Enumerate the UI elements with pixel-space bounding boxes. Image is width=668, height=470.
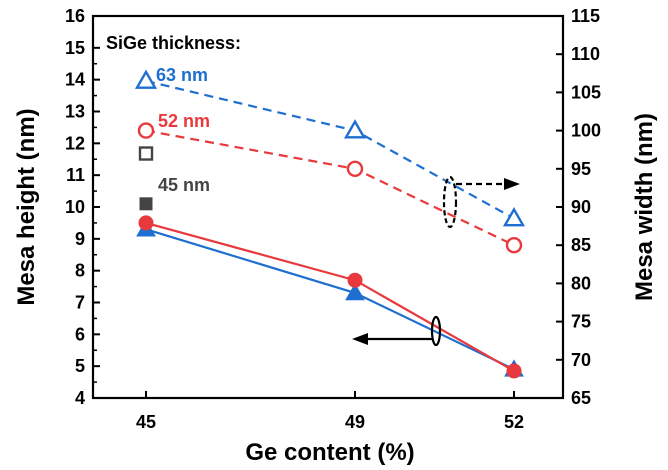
data-point-triangle [134,69,158,89]
data-point-triangle [502,207,526,227]
label-52nm: 52 nm [158,111,210,131]
right-tick-label: 100 [571,121,601,141]
series-layer [134,69,526,379]
left-tick-label: 5 [75,356,85,376]
data-point-square [139,197,153,211]
right-tick-label: 70 [571,350,591,370]
series-line [145,228,515,371]
left-axis-title: Mesa height (nm) [13,108,40,305]
left-tick-label: 13 [65,102,85,122]
data-point-triangle [345,282,365,301]
right-tick-label: 110 [571,44,600,64]
x-tick-label: 52 [504,412,524,432]
label-45nm: 45 nm [158,175,210,195]
data-point-circle [137,122,155,139]
data-point-circle [506,363,522,379]
left-tick-label: 9 [75,229,85,249]
x-tick-label: 49 [345,412,365,432]
data-point-triangle [343,119,367,139]
left-indicator-arrow-head [352,333,368,345]
left-tick-label: 12 [65,133,85,153]
right-indicator-ellipse [442,175,458,229]
right-tick-label: 105 [571,82,601,102]
right-tick-label: 80 [571,273,591,293]
right-tick-label: 115 [571,6,600,26]
left-axis-indicator [352,315,442,347]
left-tick-label: 7 [75,293,85,313]
right-axis-indicator [442,175,520,229]
right-axis-title: Mesa width (nm) [631,113,658,301]
left-tick-label: 15 [65,38,85,58]
data-point-circle [138,215,154,231]
right-tick-label: 75 [571,312,591,332]
right-tick-label: 95 [571,159,591,179]
data-point-circle [505,236,523,254]
data-point-square [138,146,154,161]
left-tick-label: 6 [75,324,85,344]
x-axis-title: Ge content (%) [245,439,414,466]
data-point-circle [347,272,363,288]
left-tick-label: 10 [65,197,85,217]
right-tick-label: 65 [571,388,591,408]
left-tick-label: 16 [65,6,85,26]
right-axis-ticks: 65 70 75 80 85 90 95 100 105 110 115 [556,6,601,408]
left-tick-label: 4 [75,388,85,408]
right-indicator-arrow-head [504,178,520,190]
label-63nm: 63 nm [156,65,208,85]
left-tick-label: 11 [66,165,85,185]
left-indicator-ellipse [430,315,442,347]
left-tick-label: 14 [65,70,85,90]
right-tick-label: 85 [571,235,591,255]
left-axis-ticks: 4 5 6 7 8 9 10 11 12 13 14 15 16 [65,6,100,408]
series-line [145,79,515,220]
x-tick-label: 45 [136,412,156,432]
left-tick-label: 8 [75,261,85,281]
legend-title: SiGe thickness: [106,33,241,53]
data-point-circle [346,160,364,178]
right-tick-label: 90 [571,197,591,217]
x-axis-ticks: 45 49 52 [136,391,524,432]
